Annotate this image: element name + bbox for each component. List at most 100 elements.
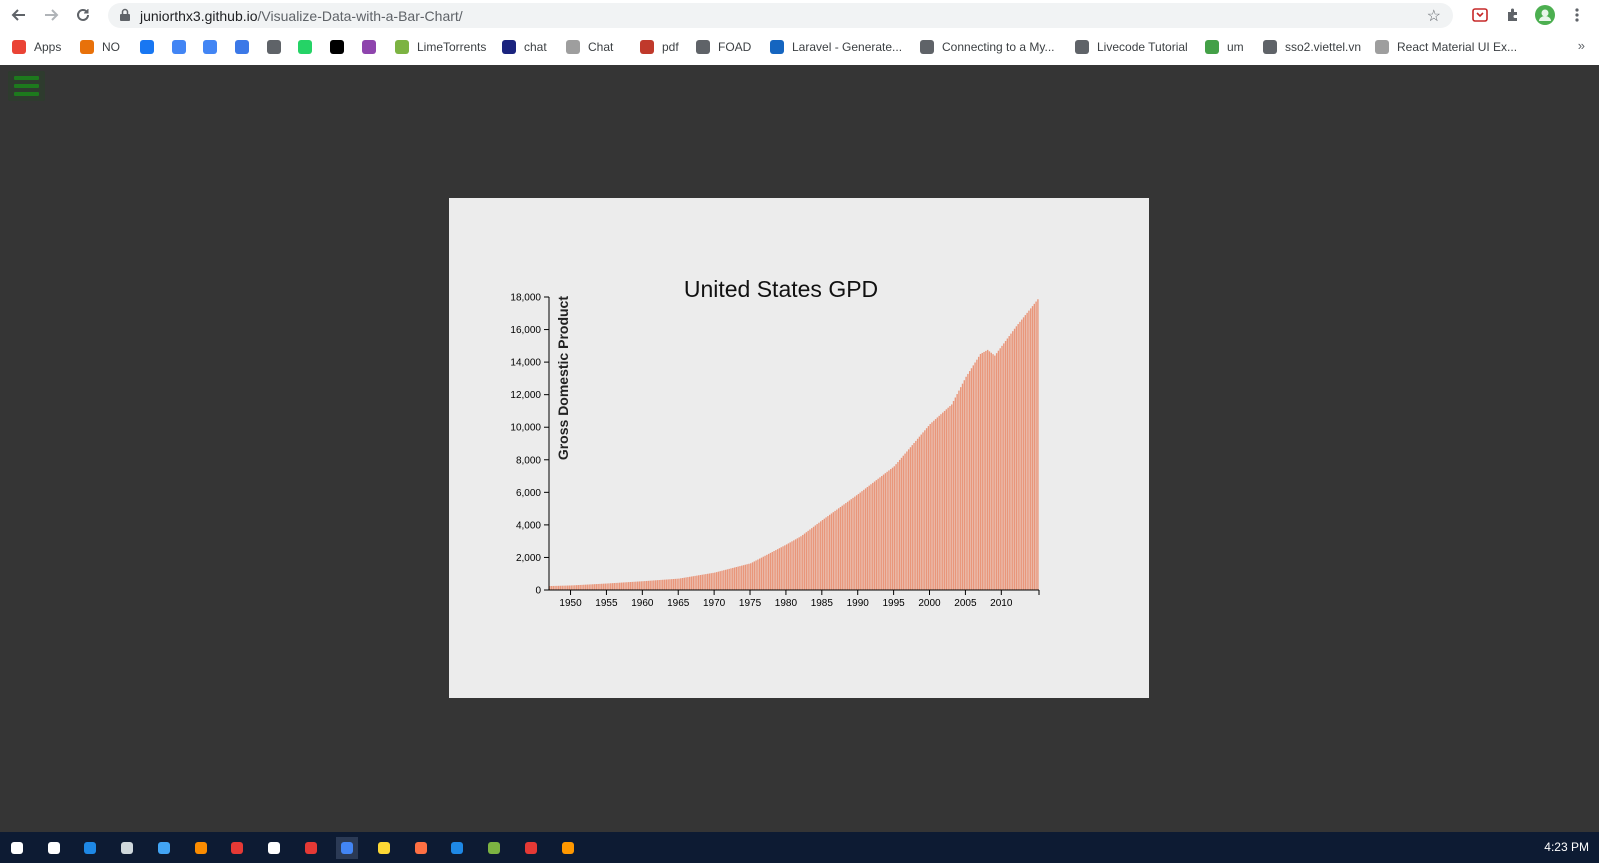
bookmark-item[interactable]: Livecode Tutorial xyxy=(1075,38,1188,56)
bar[interactable] xyxy=(1031,306,1034,590)
bar[interactable] xyxy=(645,580,648,590)
bar[interactable] xyxy=(775,550,777,590)
bar[interactable] xyxy=(575,585,578,590)
bar[interactable] xyxy=(1010,333,1012,591)
bar[interactable] xyxy=(981,352,983,590)
bar[interactable] xyxy=(1033,303,1036,590)
taskbar-android-studio-icon[interactable] xyxy=(483,837,505,859)
bar[interactable] xyxy=(969,371,971,590)
bar[interactable] xyxy=(631,581,633,590)
taskbar-edge-icon[interactable] xyxy=(79,837,101,859)
bar[interactable] xyxy=(884,473,887,590)
bar[interactable] xyxy=(759,558,761,590)
bar[interactable] xyxy=(945,409,948,590)
bar[interactable] xyxy=(678,578,680,590)
bar[interactable] xyxy=(902,455,904,590)
bar[interactable] xyxy=(897,462,899,590)
bar[interactable] xyxy=(703,574,705,590)
bar[interactable] xyxy=(554,585,556,590)
bar[interactable] xyxy=(629,582,632,590)
bar[interactable] xyxy=(859,492,861,590)
bar[interactable] xyxy=(837,508,840,590)
bar[interactable] xyxy=(963,380,966,590)
bar[interactable] xyxy=(748,563,750,590)
bar[interactable] xyxy=(724,569,727,590)
bar[interactable] xyxy=(787,543,790,590)
bar[interactable] xyxy=(994,355,996,590)
bar[interactable] xyxy=(895,464,897,590)
bar[interactable] xyxy=(694,575,696,590)
bar[interactable] xyxy=(836,509,838,590)
bar[interactable] xyxy=(714,572,716,590)
profile-avatar-icon[interactable] xyxy=(1535,5,1555,25)
bar[interactable] xyxy=(581,584,583,590)
bookmark-item[interactable] xyxy=(203,38,225,56)
bar[interactable] xyxy=(593,584,596,590)
bar[interactable] xyxy=(974,362,976,590)
bar[interactable] xyxy=(979,353,982,590)
bar[interactable] xyxy=(595,584,598,590)
bar[interactable] xyxy=(620,582,623,590)
bar[interactable] xyxy=(687,577,689,590)
bar[interactable] xyxy=(730,568,732,590)
bookmarks-more-button[interactable]: » xyxy=(1577,38,1585,53)
bar[interactable] xyxy=(954,397,957,590)
bar[interactable] xyxy=(1008,336,1010,590)
bar[interactable] xyxy=(900,457,903,590)
bar[interactable] xyxy=(807,530,809,590)
bar[interactable] xyxy=(780,547,782,590)
bar[interactable] xyxy=(985,350,987,590)
bar[interactable] xyxy=(909,447,912,590)
bar[interactable] xyxy=(753,561,756,590)
bar[interactable] xyxy=(690,576,693,591)
bookmark-item[interactable] xyxy=(140,38,162,56)
bar[interactable] xyxy=(1028,310,1030,590)
bar[interactable] xyxy=(825,517,827,590)
bar[interactable] xyxy=(750,563,752,590)
bar[interactable] xyxy=(922,432,924,590)
bar[interactable] xyxy=(549,586,551,590)
bar[interactable] xyxy=(764,555,766,590)
bar[interactable] xyxy=(861,491,863,590)
bar[interactable] xyxy=(1015,326,1018,590)
taskbar-teamviewer-icon[interactable] xyxy=(226,837,248,859)
bar[interactable] xyxy=(1004,340,1007,590)
bar[interactable] xyxy=(708,573,711,590)
bar[interactable] xyxy=(651,580,653,590)
bookmark-item[interactable] xyxy=(235,38,257,56)
bar[interactable] xyxy=(888,470,890,590)
forward-button[interactable] xyxy=(40,4,62,26)
bar[interactable] xyxy=(915,440,917,590)
bar[interactable] xyxy=(1003,343,1005,590)
bar[interactable] xyxy=(746,564,748,590)
bar[interactable] xyxy=(613,583,616,590)
bookmark-item[interactable]: chat xyxy=(502,38,547,56)
bar[interactable] xyxy=(550,585,553,590)
bar[interactable] xyxy=(584,584,587,590)
bar[interactable] xyxy=(588,584,590,590)
bookmark-star-icon[interactable]: ☆ xyxy=(1426,8,1441,25)
bar[interactable] xyxy=(907,449,910,590)
taskbar-clock[interactable]: 4:23 PM xyxy=(1544,840,1589,854)
bar[interactable] xyxy=(925,428,928,590)
bar[interactable] xyxy=(572,585,574,590)
bar[interactable] xyxy=(767,553,770,590)
bar[interactable] xyxy=(995,353,998,590)
bar[interactable] xyxy=(802,534,804,590)
back-button[interactable] xyxy=(8,4,30,26)
bar[interactable] xyxy=(949,406,951,590)
bar[interactable] xyxy=(1030,308,1032,590)
bar[interactable] xyxy=(796,538,799,590)
bar[interactable] xyxy=(1021,319,1023,590)
bar[interactable] xyxy=(606,583,608,590)
bar[interactable] xyxy=(990,352,992,590)
bar[interactable] xyxy=(866,487,869,590)
bar[interactable] xyxy=(829,514,831,590)
bar[interactable] xyxy=(938,415,940,590)
taskbar-sublime-icon[interactable] xyxy=(557,837,579,859)
bar[interactable] xyxy=(640,581,642,590)
bar[interactable] xyxy=(617,582,619,590)
bar[interactable] xyxy=(852,497,854,590)
bar[interactable] xyxy=(863,489,865,590)
bar[interactable] xyxy=(1024,315,1027,590)
